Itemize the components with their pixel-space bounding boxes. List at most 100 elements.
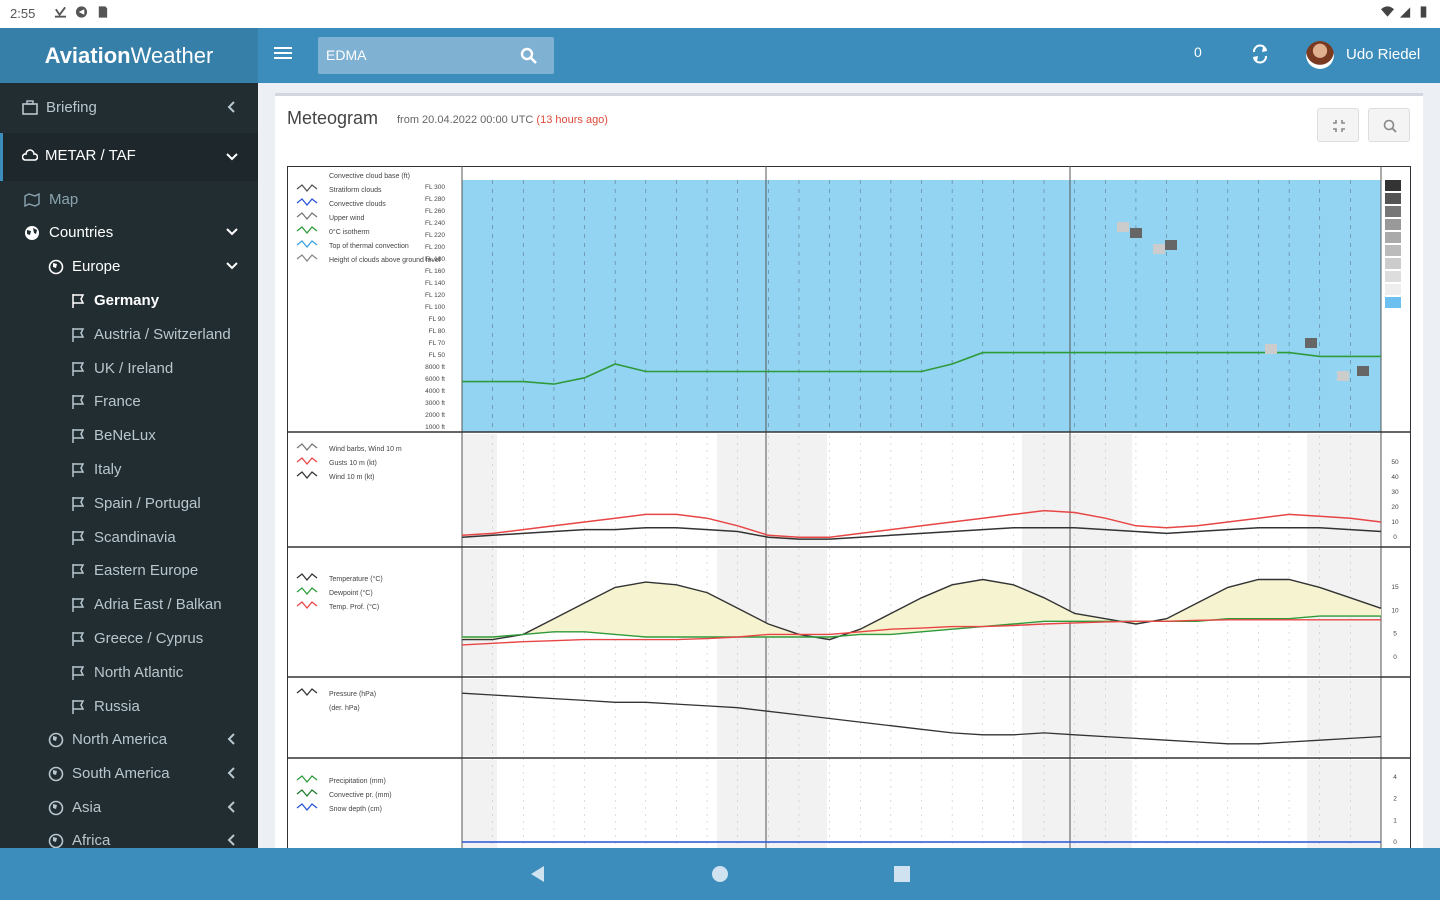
search-icon[interactable]	[520, 47, 538, 65]
y-tick-label: FL 80	[429, 328, 446, 335]
sidebar-label-country: UK / Ireland	[94, 359, 174, 377]
sidebar-item-briefing[interactable]: Briefing	[0, 91, 258, 125]
android-nav-bar	[0, 848, 1440, 900]
globe-icon	[48, 766, 64, 782]
sidebar-item-country[interactable]: Eastern Europe	[0, 554, 258, 588]
legend-swatch	[296, 587, 318, 596]
sidebar-item-country[interactable]: Russia	[0, 690, 258, 724]
meteogram-title: Meteogram	[287, 108, 379, 128]
cloud-scale-swatch	[1385, 297, 1401, 308]
y-tick-label: 0	[1393, 534, 1397, 541]
sidebar-item-country[interactable]: BeNeLux	[0, 419, 258, 453]
cloud-cell	[1130, 228, 1142, 238]
home-icon[interactable]	[710, 864, 730, 884]
night-shade	[462, 549, 497, 675]
wind-line	[461, 526, 1382, 540]
sidebar-item-country[interactable]: Adria East / Balkan	[0, 588, 258, 622]
user-name[interactable]: Udo Riedel	[1346, 46, 1421, 63]
sidebar-item-country[interactable]: Austria / Switzerland	[0, 318, 258, 352]
legend-text: Top of thermal convection	[329, 243, 409, 250]
meteogram-ago: (13 hours ago)	[536, 114, 608, 126]
legend-swatch	[296, 471, 318, 480]
y-tick-label: FL 200	[425, 244, 445, 251]
legend-text: Precipitation (mm)	[329, 778, 386, 785]
y-tick-label: 10	[1391, 607, 1399, 614]
y-tick-label: FL 100	[425, 304, 445, 311]
sidebar-label-country: North Atlantic	[94, 663, 184, 681]
sidebar-label-country: Spain / Portugal	[94, 494, 201, 512]
sidebar-item-country[interactable]: UK / Ireland	[0, 352, 258, 386]
y-tick-label: FL 300	[425, 184, 445, 191]
flag-icon	[72, 665, 85, 680]
menu-toggle-icon[interactable]	[274, 44, 292, 64]
cloud-scale-swatch	[1385, 232, 1401, 243]
status-icons	[54, 5, 109, 19]
sidebar-label-country: Adria East / Balkan	[94, 596, 222, 614]
sidebar-item-country[interactable]: France	[0, 385, 258, 419]
temp-series-line	[461, 619, 1381, 646]
flag-icon	[72, 632, 85, 646]
sidebar-item-country[interactable]: Scandinavia	[0, 521, 258, 555]
meteogram-svg: Convective cloud base (ft) Stratiform clo…	[287, 166, 1411, 848]
y-tick-label: FL 240	[425, 220, 445, 227]
refresh-icon[interactable]	[1250, 44, 1270, 64]
legend-swatch	[296, 457, 318, 466]
flag-icon	[72, 294, 85, 308]
legend-text: Pressure (hPa)	[329, 691, 376, 698]
zoom-button[interactable]	[1368, 108, 1410, 142]
flag-icon	[72, 496, 85, 511]
night-shade	[717, 434, 827, 545]
night-shade	[462, 434, 497, 545]
legend-text: Temp. Prof. (°C)	[329, 603, 379, 611]
logo-rest: Weather	[130, 43, 214, 68]
legend-swatch	[296, 789, 318, 798]
sidebar-item-countries[interactable]: Countries	[0, 216, 258, 250]
chevron-left-icon	[227, 101, 235, 113]
sidebar-item-map[interactable]: Map	[0, 183, 258, 217]
night-shade	[1022, 679, 1132, 756]
legend-text: Convective pr. (mm)	[329, 792, 392, 799]
notification-count[interactable]: 0	[1194, 44, 1202, 60]
sidebar-item-country[interactable]: Spain / Portugal	[0, 487, 258, 521]
back-icon[interactable]	[528, 864, 548, 884]
sidebar: Briefing METAR / TAF Map Countries Europ…	[0, 83, 258, 848]
sidebar-item-metar-taf[interactable]: METAR / TAF	[0, 133, 258, 181]
y-tick-label: 10	[1391, 519, 1399, 526]
flag-icon	[72, 699, 85, 714]
y-tick-label: FL 260	[425, 208, 445, 215]
search-input[interactable]	[326, 45, 506, 65]
y-tick-label: 3000 ft	[425, 400, 445, 407]
sidebar-item-region[interactable]: Africa	[0, 824, 258, 848]
sidebar-item-region[interactable]: North America	[0, 723, 258, 757]
y-tick-label: 20	[1391, 504, 1399, 511]
sidebar-item-country[interactable]: Greece / Cyprus	[0, 622, 258, 656]
sidebar-item-region[interactable]: Asia	[0, 791, 258, 825]
sidebar-item-region[interactable]: South America	[0, 757, 258, 791]
night-shade	[717, 679, 827, 756]
cloud-scale-swatch	[1385, 258, 1401, 269]
user-avatar[interactable]	[1306, 41, 1334, 69]
flag-icon	[72, 361, 85, 376]
y-tick-label: 2	[1393, 796, 1397, 803]
status-bar: 2:55	[0, 0, 1440, 28]
battery-icon	[1420, 6, 1427, 18]
sidebar-item-country[interactable]: North Atlantic	[0, 656, 258, 690]
night-shade	[1022, 434, 1132, 545]
y-tick-label: 6000 ft	[425, 376, 445, 383]
y-tick-label: 1000 ft	[425, 424, 445, 431]
recents-icon[interactable]	[892, 864, 912, 884]
globe-icon	[48, 732, 64, 748]
sidebar-item-country[interactable]: Italy	[0, 453, 258, 487]
chevron-left-icon	[227, 800, 235, 813]
y-tick-label: 15	[1391, 584, 1399, 591]
flag-icon	[72, 327, 85, 342]
chevron-left-icon	[227, 733, 235, 745]
status-right	[1381, 5, 1430, 19]
y-tick-label: 50	[1391, 459, 1399, 466]
sidebar-item-country[interactable]: Germany	[0, 284, 258, 318]
fullscreen-button[interactable]	[1317, 108, 1359, 142]
legend-text: Convective clouds	[329, 201, 386, 208]
sidebar-item-europe[interactable]: Europe	[0, 250, 258, 284]
app-logo[interactable]: AviationWeather	[0, 28, 258, 83]
legend-text: 0°C isotherm	[329, 228, 370, 236]
